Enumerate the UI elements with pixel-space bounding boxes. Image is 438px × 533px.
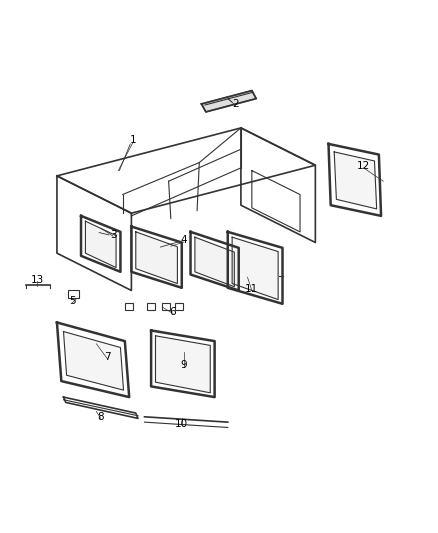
- Polygon shape: [85, 221, 116, 268]
- Polygon shape: [195, 237, 234, 287]
- Text: 8: 8: [97, 412, 104, 422]
- Polygon shape: [155, 336, 210, 393]
- Text: 2: 2: [232, 99, 239, 109]
- Text: 7: 7: [104, 352, 111, 362]
- Text: 13: 13: [31, 275, 44, 285]
- Text: 1: 1: [130, 135, 137, 144]
- Text: 3: 3: [110, 230, 117, 239]
- Text: 12: 12: [357, 161, 370, 171]
- Text: 10: 10: [175, 419, 188, 429]
- Text: 6: 6: [170, 307, 177, 317]
- Text: 4: 4: [180, 236, 187, 245]
- Polygon shape: [232, 237, 278, 300]
- Text: 9: 9: [180, 360, 187, 370]
- Text: 5: 5: [69, 296, 76, 306]
- Text: 11: 11: [245, 284, 258, 294]
- Polygon shape: [201, 91, 256, 112]
- Polygon shape: [64, 332, 124, 390]
- Polygon shape: [334, 152, 377, 209]
- Polygon shape: [136, 232, 177, 284]
